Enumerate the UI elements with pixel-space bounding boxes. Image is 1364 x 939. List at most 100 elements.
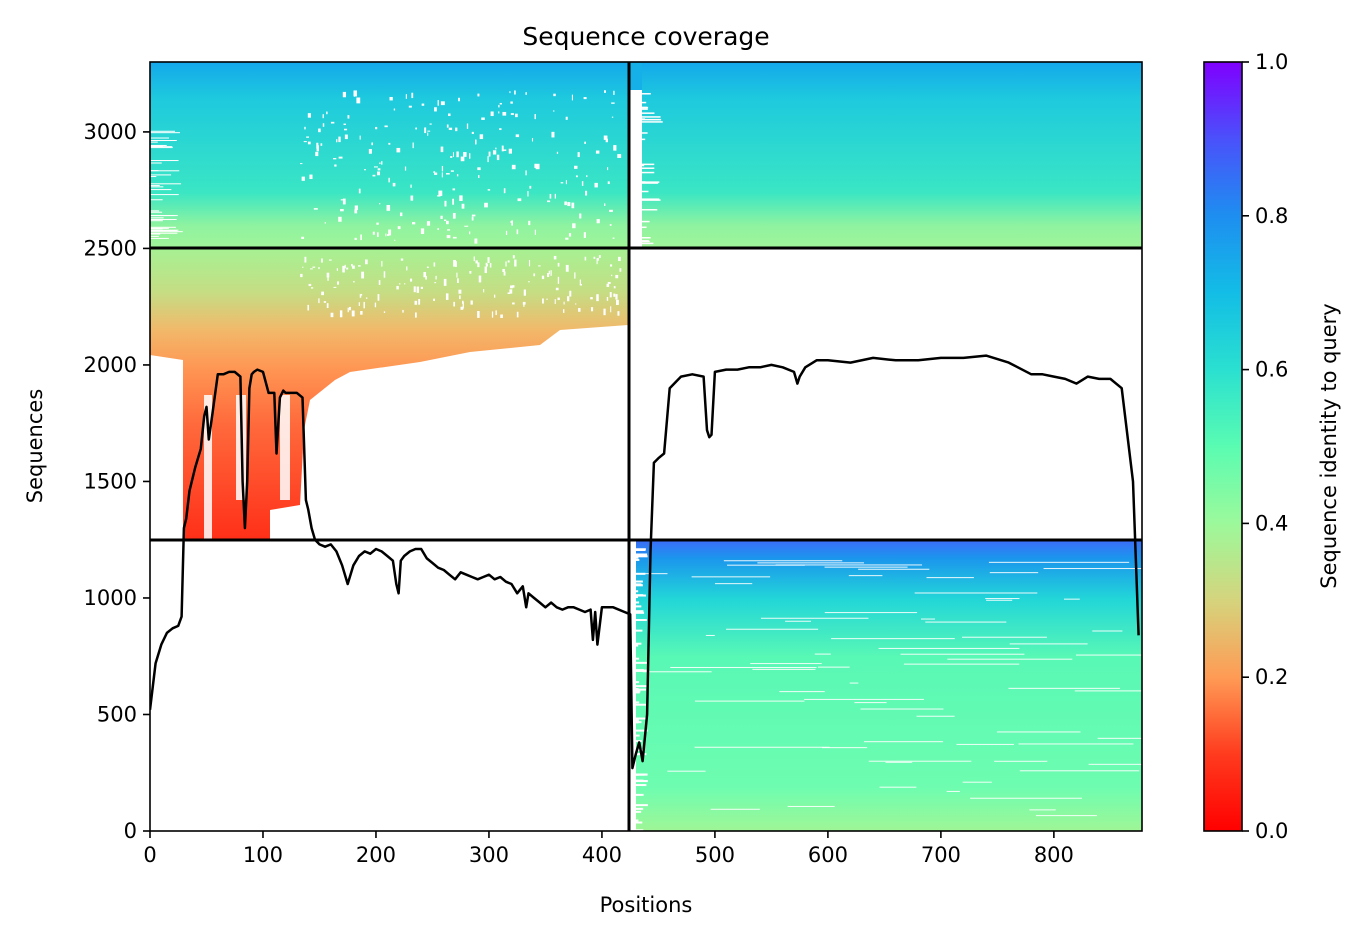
texture-gap	[374, 302, 377, 308]
texture-gap	[334, 164, 337, 167]
texture-gap	[452, 152, 454, 157]
texture-gap	[377, 294, 380, 301]
texture-gap	[727, 564, 805, 566]
texture-gap	[437, 100, 439, 106]
texture-gap	[461, 203, 465, 209]
texture-gap	[358, 265, 361, 267]
texture-gap	[642, 108, 648, 110]
texture-gap	[361, 271, 365, 279]
colorbar-ticks: 0.0 0.2 0.4 0.6 0.8 1.0	[1242, 50, 1288, 843]
texture-gap	[581, 181, 584, 186]
texture-gap	[452, 236, 457, 239]
texture-gap	[609, 224, 612, 226]
texture-gap	[354, 205, 358, 210]
texture-gap	[613, 90, 615, 95]
texture-gap	[553, 93, 556, 97]
texture-gap	[564, 201, 567, 206]
texture-gap	[860, 708, 944, 710]
texture-gap	[460, 156, 465, 162]
texture-gap	[636, 657, 640, 660]
texture-gap	[353, 90, 358, 97]
texture-gap	[408, 105, 412, 108]
texture-gap	[434, 282, 437, 284]
texture-gap	[510, 221, 513, 223]
texture-gap	[440, 146, 444, 153]
colorbar-label: Sequence identity to query	[1317, 303, 1341, 588]
texture-gap	[499, 128, 502, 131]
texture-gap	[150, 130, 176, 132]
heatmap-texture	[150, 90, 1142, 831]
texture-gap	[542, 298, 544, 304]
texture-gap	[396, 147, 401, 153]
texture-gap	[358, 188, 361, 194]
texture-gap	[316, 142, 319, 149]
texture-gap	[642, 181, 660, 183]
texture-gap	[817, 666, 850, 668]
texture-gap	[459, 295, 461, 300]
texture-gap	[946, 790, 960, 792]
texture-gap	[418, 298, 421, 305]
texture-gap	[613, 286, 616, 289]
y-tick-label: 3000	[84, 120, 137, 144]
texture-gap	[642, 93, 651, 95]
texture-gap	[610, 306, 612, 313]
texture-gap	[529, 185, 532, 189]
texture-gap	[514, 90, 516, 95]
texture-gap	[636, 644, 639, 647]
texture-gap	[437, 228, 439, 231]
texture-gap	[479, 134, 484, 140]
texture-gap	[487, 257, 490, 264]
texture-gap	[343, 123, 346, 126]
texture-gap	[475, 260, 478, 264]
texture-gap	[150, 230, 178, 232]
texture-gap	[477, 93, 480, 97]
texture-gap	[415, 127, 418, 130]
texture-gap	[399, 212, 403, 217]
texture-gap	[383, 311, 386, 313]
texture-gap	[804, 698, 924, 700]
texture-gap	[563, 309, 565, 313]
y-tick-label: 500	[97, 702, 137, 726]
texture-gap	[456, 151, 459, 158]
texture-gap	[607, 167, 609, 171]
x-tick-label: 0	[143, 843, 156, 867]
texture-gap	[584, 141, 587, 144]
texture-gap	[567, 202, 571, 207]
block-top-left	[150, 62, 628, 248]
texture-gap	[985, 598, 1020, 600]
texture-gap	[461, 300, 464, 304]
texture-gap	[379, 162, 381, 165]
texture-gap	[636, 719, 639, 722]
texture-gap	[723, 560, 843, 562]
texture-gap	[554, 193, 557, 199]
texture-gap	[433, 298, 435, 301]
texture-gap	[458, 97, 460, 102]
texture-gap	[398, 283, 401, 285]
texture-gap	[434, 172, 438, 175]
texture-gap	[474, 238, 478, 244]
texture-gap	[1074, 690, 1142, 692]
texture-gap	[596, 258, 598, 265]
texture-gap	[464, 225, 469, 227]
texture-gap	[347, 307, 349, 313]
texture-gap	[396, 285, 399, 290]
texture-gap	[636, 619, 647, 622]
texture-gap	[914, 592, 1038, 594]
texture-gap	[344, 128, 348, 131]
x-tick-label: 400	[582, 843, 622, 867]
texture-gap	[338, 136, 341, 143]
texture-gap	[694, 746, 830, 748]
texture-gap	[477, 262, 480, 268]
texture-gap	[523, 289, 526, 296]
texture-gap	[441, 165, 444, 172]
coverage-line	[150, 354, 1140, 770]
texture-gap	[523, 303, 525, 307]
texture-gap	[636, 590, 639, 593]
texture-gap	[854, 702, 887, 704]
texture-gap	[150, 147, 173, 149]
texture-gap	[435, 275, 437, 280]
texture-gap	[970, 797, 1083, 799]
texture-gap	[462, 302, 464, 309]
texture-gap	[1063, 598, 1080, 600]
texture-gap	[459, 195, 463, 201]
